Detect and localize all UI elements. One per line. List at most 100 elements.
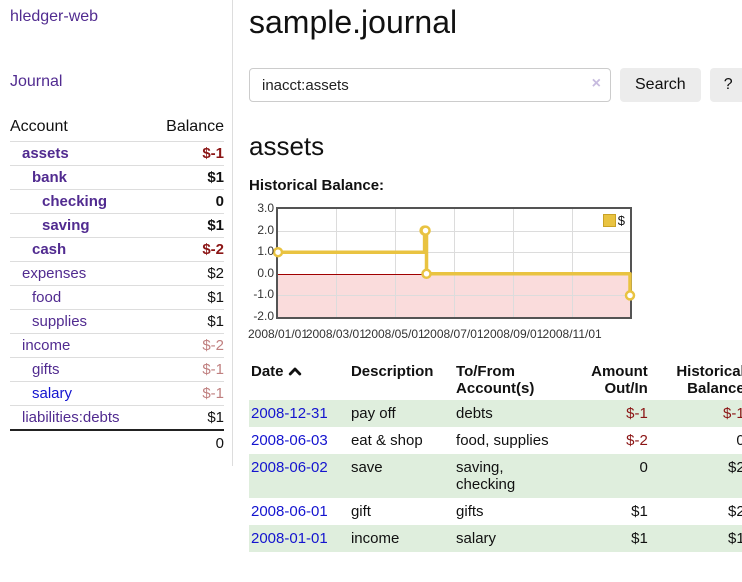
sidebar-account-link[interactable]: assets: [22, 145, 69, 162]
account-balance: $1: [207, 313, 224, 330]
historical-balance-chart: $ 3.0 2.0 1.0 0.0 -1.0 -2.0 2008/01/01 2008/03/…: [248, 201, 641, 346]
account-row: food $1: [10, 285, 224, 310]
account-balance: $-1: [202, 145, 224, 162]
sidebar-account-link[interactable]: salary: [32, 385, 73, 402]
clear-search-icon[interactable]: ×: [591, 75, 601, 92]
vertical-gridline: [453, 209, 455, 317]
transaction-date-link[interactable]: 2008-01-01: [251, 530, 328, 547]
transaction-row: 2008-06-01 gift gifts $1 $2: [249, 498, 742, 525]
account-balance: $1: [207, 409, 224, 426]
accounts-total-row: 0: [10, 430, 224, 456]
data-point: [421, 268, 432, 280]
search-input-wrap: ×: [249, 68, 611, 102]
sidebar-account-link[interactable]: food: [32, 289, 62, 306]
balance-column-header: Balance: [166, 118, 224, 135]
transaction-balance: 0: [736, 432, 742, 449]
transaction-row: 2008-06-03 eat & shop food, supplies $-2 0: [249, 427, 742, 454]
x-axis-tick-label: 2008/11/01: [542, 327, 602, 341]
sidebar-account-link[interactable]: expenses: [22, 265, 87, 282]
account-row: salary $-1: [10, 381, 224, 406]
transaction-date-link[interactable]: 2008-06-02: [251, 459, 328, 476]
sidebar-item-journal[interactable]: Journal: [10, 73, 63, 90]
account-row: cash $-2: [10, 237, 224, 262]
transaction-description: income: [350, 530, 400, 547]
transaction-balance: $2: [728, 503, 742, 520]
sidebar-account-link[interactable]: income: [22, 337, 71, 354]
transaction-balance: $-1: [723, 405, 742, 422]
sort-ascending-icon: [288, 367, 301, 376]
transaction-date-link[interactable]: 2008-12-31: [251, 405, 328, 422]
sidebar-account-link[interactable]: cash: [32, 241, 67, 258]
account-row: gifts $-1: [10, 357, 224, 382]
vertical-gridline: [572, 209, 574, 317]
transaction-description: eat & shop: [350, 432, 423, 449]
help-button[interactable]: ?: [709, 68, 742, 102]
y-axis-tick-label: 3.0: [257, 201, 274, 215]
sidebar-account-link[interactable]: gifts: [32, 361, 60, 378]
chart-plot-area: $: [272, 207, 636, 319]
chart-title: Historical Balance:: [249, 177, 385, 194]
app-title-link[interactable]: hledger-web: [10, 8, 99, 25]
accounts-table: Account Balance assets $-1 bank $1 checking 0…: [10, 115, 224, 456]
y-axis-tick-label: -2.0: [253, 309, 274, 323]
main-content: sample.journal × Search ? assets Histori…: [233, 0, 742, 552]
page: hledger-web Journal Account Balance asse…: [0, 0, 742, 552]
search-form: × Search ?: [249, 68, 742, 102]
account-balance: $1: [207, 289, 224, 306]
account-balance: $-1: [202, 361, 224, 378]
data-point: [272, 246, 284, 258]
vertical-gridline: [335, 209, 337, 317]
transaction-accounts: salary: [456, 530, 497, 547]
y-axis-tick-label: 0.0: [257, 265, 274, 280]
sidebar-account-link[interactable]: checking: [42, 193, 108, 210]
y-axis-tick-label: -1.0: [253, 287, 274, 302]
transaction-accounts: gifts: [456, 503, 484, 520]
sidebar-account-link[interactable]: saving: [42, 217, 90, 234]
accounts-total-balance: 0: [215, 435, 224, 452]
transaction-date-link[interactable]: 2008-06-03: [251, 432, 328, 449]
transaction-amount: 0: [639, 459, 648, 476]
legend-label: $: [617, 213, 625, 228]
account-balance: $1: [207, 169, 224, 186]
account-heading: assets: [249, 131, 325, 161]
transaction-amount: $1: [631, 530, 648, 547]
account-balance: $1: [207, 217, 224, 234]
account-row: checking 0: [10, 189, 224, 214]
x-axis-tick-label: 2008/07/01: [423, 327, 484, 341]
account-row: liabilities:debts $1: [10, 405, 224, 431]
app-title: hledger-web: [10, 8, 224, 26]
spacer: [10, 430, 150, 456]
x-axis-tick-label: 2008/01/01: [247, 327, 309, 341]
account-balance: $-1: [202, 385, 224, 402]
account-row: assets $-1: [10, 141, 224, 166]
series-line-svg: [272, 225, 636, 301]
sidebar-account-link[interactable]: liabilities:debts: [22, 409, 120, 426]
chart-legend: $: [601, 213, 626, 228]
accounts-table-header: Account Balance: [10, 115, 224, 142]
account-row: supplies $1: [10, 309, 224, 334]
transaction-accounts: saving, checking: [456, 459, 516, 493]
transaction-row: 2008-06-02 save saving, checking 0 $2: [249, 454, 742, 498]
account-row: income $-2: [10, 333, 224, 358]
transaction-accounts: debts: [456, 405, 493, 422]
transaction-row: 2008-01-01 income salary $1 $1: [249, 525, 742, 552]
account-balance: $2: [207, 265, 224, 282]
legend-swatch-icon: [602, 214, 616, 227]
balance-step-line: [278, 228, 632, 296]
account-row: expenses $2: [10, 261, 224, 286]
search-input[interactable]: [249, 68, 611, 102]
sidebar: hledger-web Journal Account Balance asse…: [0, 0, 233, 466]
accounts-column-header: To/From Account(s): [456, 363, 535, 397]
date-column-header[interactable]: Date: [249, 360, 349, 400]
data-point: [420, 225, 431, 236]
sidebar-account-link[interactable]: supplies: [32, 313, 88, 330]
account-row: bank $1: [10, 165, 224, 190]
transaction-balance: $2: [728, 459, 742, 476]
transaction-row: 2008-12-31 pay off debts $-1 $-1: [249, 400, 742, 427]
sidebar-account-link[interactable]: bank: [32, 169, 68, 186]
search-button[interactable]: Search: [620, 68, 701, 102]
transaction-date-link[interactable]: 2008-06-01: [251, 503, 328, 520]
amount-column-header: Amount Out/In: [591, 363, 648, 397]
register-header-row: Date Description To/From Account(s) Amou…: [249, 360, 742, 400]
account-row: saving $1: [10, 213, 224, 238]
